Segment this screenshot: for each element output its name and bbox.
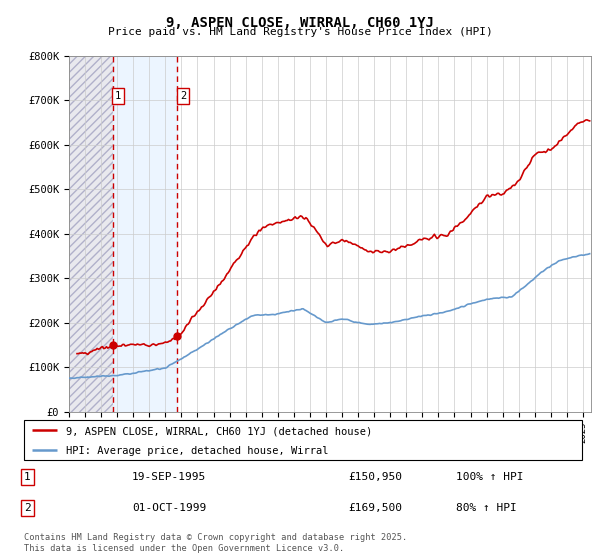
Text: 01-OCT-1999: 01-OCT-1999	[132, 503, 206, 513]
Text: Price paid vs. HM Land Registry's House Price Index (HPI): Price paid vs. HM Land Registry's House …	[107, 27, 493, 38]
Text: £150,950: £150,950	[348, 472, 402, 482]
Text: Contains HM Land Registry data © Crown copyright and database right 2025.
This d: Contains HM Land Registry data © Crown c…	[24, 533, 407, 553]
Text: 1: 1	[24, 472, 31, 482]
Text: 2: 2	[180, 91, 186, 101]
Text: 9, ASPEN CLOSE, WIRRAL, CH60 1YJ: 9, ASPEN CLOSE, WIRRAL, CH60 1YJ	[166, 16, 434, 30]
Bar	[113, 56, 178, 412]
Text: 19-SEP-1995: 19-SEP-1995	[132, 472, 206, 482]
Text: £169,500: £169,500	[348, 503, 402, 513]
Text: 100% ↑ HPI: 100% ↑ HPI	[456, 472, 523, 482]
Text: HPI: Average price, detached house, Wirral: HPI: Average price, detached house, Wirr…	[66, 446, 328, 456]
Text: 1: 1	[115, 91, 121, 101]
Text: 80% ↑ HPI: 80% ↑ HPI	[456, 503, 517, 513]
Text: 2: 2	[24, 503, 31, 513]
Bar	[69, 56, 113, 412]
Text: 9, ASPEN CLOSE, WIRRAL, CH60 1YJ (detached house): 9, ASPEN CLOSE, WIRRAL, CH60 1YJ (detach…	[66, 426, 372, 436]
